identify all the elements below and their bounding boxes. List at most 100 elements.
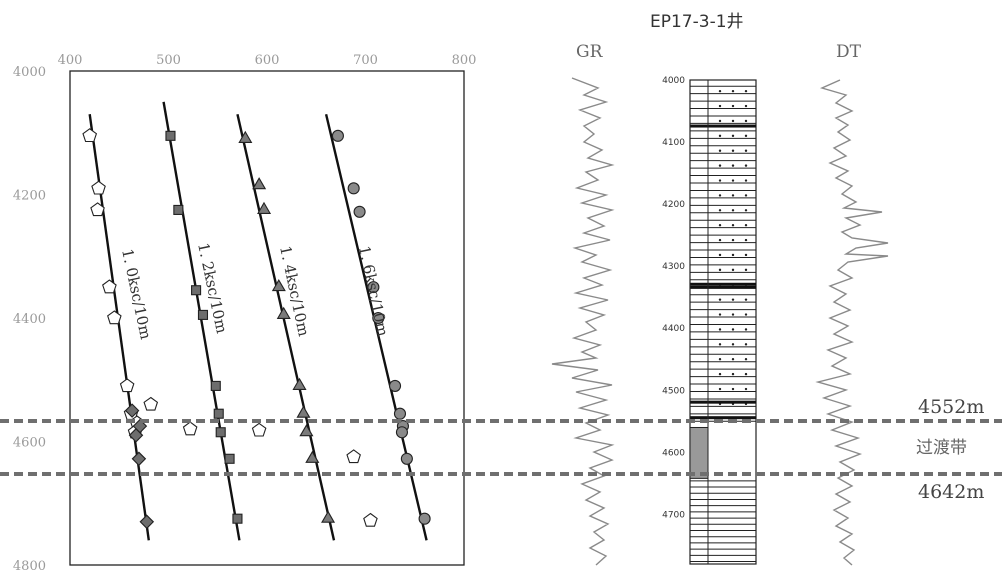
transition-lith-fill [689,426,709,479]
point-s2-1 [252,177,267,190]
point-s4-3 [131,451,147,467]
point-s3-10 [418,512,431,525]
point-s5-0 [143,396,159,411]
lith-beds [689,85,756,563]
sand-dot [744,343,748,346]
sand-dot [718,104,722,108]
point-s1-2 [191,285,202,296]
point-s5-1 [182,421,198,436]
sand-dot [731,104,735,108]
x-tick-0: 400 [58,53,83,68]
point-s4-0 [124,403,140,418]
point-s0-5 [119,378,135,393]
sand-dot [718,164,722,167]
sand-dot [718,224,722,227]
data-points [82,128,431,530]
point-s5-2 [251,422,267,437]
point-s2-7 [299,424,314,437]
point-s3-2 [353,205,366,218]
lith-dark-band [690,124,756,128]
trend-lines [88,101,428,541]
sand-dot [744,179,748,182]
sand-dot [718,298,722,301]
sand-dot [731,209,735,212]
sand-dot [731,179,735,182]
point-s0-1 [91,180,106,195]
x-tick-1: 500 [156,53,181,68]
y-tick-4: 4800 [13,559,46,574]
trend-line-3 [324,113,428,541]
sand-dot [744,253,748,257]
sand-dot [731,358,735,361]
sand-dot [718,238,722,242]
sand-dot [744,164,748,167]
sand-dot [731,164,735,167]
sand-dot [731,268,735,272]
x-tick-3: 700 [353,53,378,68]
plot-frame [69,70,465,566]
sand-dot [744,358,748,361]
point-s1-1 [173,204,184,215]
lith-tick-1: 4100 [662,138,685,148]
x-axis-ticks: 400 500 600 700 800 [58,53,477,68]
lith-tick-5: 4500 [662,386,685,396]
sand-dot [718,253,722,257]
point-s3-4 [372,311,385,325]
point-s4-2 [128,428,144,443]
y-tick-1: 4200 [13,189,46,204]
sand-dot [744,328,748,331]
point-s2-9 [321,510,336,523]
y-tick-2: 4400 [13,312,46,327]
point-s1-3 [197,309,209,320]
point-s3-3 [367,281,380,294]
sand-dot [731,313,735,316]
sand-dot [718,313,722,316]
lith-tick-3: 4300 [662,262,685,272]
point-s3-6 [393,407,407,420]
lith-tick-7: 4700 [662,510,685,520]
point-s1-5 [213,408,224,419]
sand-dot [744,149,748,152]
sand-dot [718,328,722,331]
x-tick-4: 800 [452,53,477,68]
sand-dot [744,119,748,123]
lith-tick-2: 4200 [662,200,685,210]
sand-dot [718,358,722,361]
point-s1-0 [165,130,176,141]
lith-tick-6: 4600 [662,448,685,458]
sand-dot [718,209,722,212]
y-axis-ticks: 4000 4200 4400 4600 4800 [13,65,46,574]
sand-dot [718,343,722,346]
x-tick-2: 600 [255,53,280,68]
sand-dot [718,134,722,138]
sand-dot [718,194,722,197]
point-s2-2 [257,201,272,214]
sand-dot [731,328,735,331]
sand-dot [731,387,735,391]
transition-zone-label: 过渡带 [916,438,967,458]
sand-dot [731,238,735,242]
point-s1-7 [224,453,235,464]
sand-dot [744,224,748,227]
point-s1-4 [210,380,221,391]
sand-dot [744,209,748,212]
sand-dot [731,194,735,197]
point-s3-1 [347,182,360,195]
sand-dot [744,298,748,301]
point-s2-5 [292,377,307,390]
trend-line-2 [236,113,336,541]
sand-dot [744,372,748,376]
point-s3-0 [331,129,344,142]
point-s2-8 [305,450,320,463]
gr-curve [551,77,615,566]
lith-dark-band [690,416,756,420]
sand-dot [718,119,722,123]
y-tick-0: 4000 [13,65,46,80]
sand-dot [731,298,735,301]
lith-track [689,79,709,565]
sand-dot [744,134,748,138]
lith-dark-band [690,282,756,286]
point-s0-3 [102,279,117,294]
lith-dark-band [690,400,756,404]
